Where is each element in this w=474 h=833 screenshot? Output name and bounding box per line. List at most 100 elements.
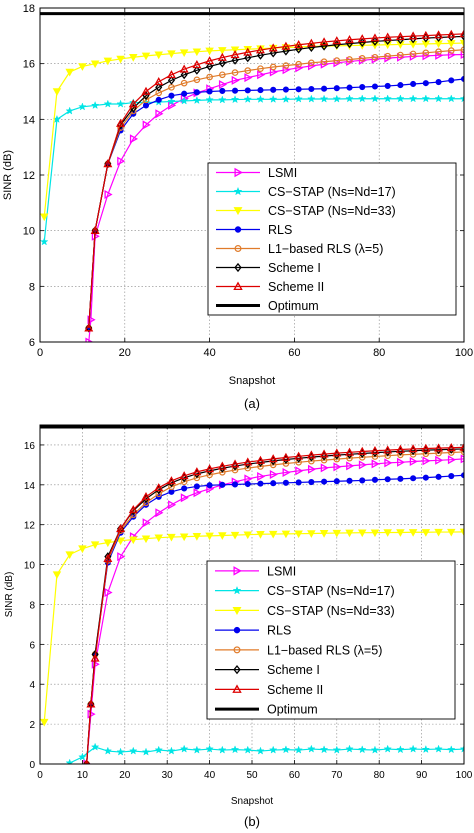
triangle-up-marker — [103, 159, 113, 168]
diamond-marker — [218, 58, 226, 68]
circle-marker — [244, 480, 251, 488]
triangle-down-marker — [268, 530, 278, 539]
circle-marker — [448, 472, 455, 480]
triangle-up-marker — [421, 30, 431, 39]
triangle-up-marker — [281, 41, 291, 50]
triangle-right-marker — [320, 463, 329, 473]
open-circle-marker — [333, 57, 341, 64]
circle-marker — [282, 86, 289, 93]
triangle-up-marker — [421, 443, 431, 452]
triangle-up-marker — [116, 118, 126, 127]
triangle-right-marker — [282, 467, 291, 477]
triangle-right-marker — [117, 156, 126, 166]
triangle-up-marker — [383, 32, 393, 41]
triangle-up-marker — [128, 505, 138, 514]
star-marker — [357, 94, 367, 103]
triangle-right-marker — [104, 189, 113, 199]
triangle-right-marker — [422, 456, 431, 466]
circle-marker — [435, 78, 442, 86]
legend-entry-rls: RLS — [215, 624, 291, 638]
open-circle-marker — [231, 69, 239, 76]
legend-entry-lsmi: LSMI — [216, 166, 297, 180]
circle-marker — [371, 83, 379, 90]
star-marker — [370, 745, 380, 754]
legend-label: Scheme I — [267, 663, 320, 677]
triangle-right-marker — [218, 80, 228, 90]
circle-marker — [219, 87, 226, 94]
y-tick-label: 16 — [24, 441, 36, 452]
circle-marker — [295, 479, 302, 486]
circle-marker — [257, 480, 264, 487]
triangle-right-marker — [269, 469, 278, 479]
x-tick-label: 0 — [37, 347, 43, 359]
triangle-up-marker — [217, 52, 227, 61]
legend-entry-cs-stap-ns-nd-33: CS−STAP (Ns=Nd=33) — [215, 604, 395, 618]
circle-marker — [282, 479, 289, 486]
triangle-up-marker — [154, 77, 164, 86]
triangle-right-marker — [104, 588, 113, 598]
triangle-up-marker — [370, 445, 380, 455]
triangle-up-marker — [243, 457, 253, 466]
circle-marker — [346, 477, 353, 484]
circle-marker — [193, 89, 200, 96]
triangle-up-marker — [434, 443, 444, 452]
triangle-right-marker — [409, 51, 418, 61]
star-marker — [103, 99, 113, 108]
circle-marker — [359, 477, 366, 484]
circle-marker — [422, 474, 429, 481]
circle-marker — [321, 85, 328, 92]
legend-entry-cs-stap-ns-nd-33: CS−STAP (Ns=Nd=33) — [216, 204, 396, 218]
x-tick-label: 100 — [456, 770, 473, 781]
triangle-right-marker — [234, 167, 243, 178]
triangle-right-marker — [460, 49, 464, 59]
open-circle-marker — [269, 63, 277, 71]
x-tick-label: 60 — [289, 770, 301, 781]
star-marker — [232, 585, 242, 595]
circle-marker — [460, 75, 464, 83]
series-scheme-ii — [84, 442, 464, 764]
triangle-down-marker — [40, 213, 49, 222]
triangle-down-marker — [243, 531, 253, 540]
y-tick-label: 18 — [23, 3, 35, 15]
triangle-right-marker — [142, 518, 151, 528]
x-axis-label: Snapshot — [231, 796, 273, 807]
circle-marker — [270, 480, 277, 487]
triangle-up-marker — [332, 448, 342, 457]
star-marker — [383, 94, 392, 103]
y-tick-label: 6 — [29, 337, 35, 349]
diamond-marker — [193, 65, 201, 75]
star-marker — [307, 744, 316, 753]
y-axis-label: SINR (dB) — [2, 150, 14, 200]
star-marker — [408, 744, 418, 753]
triangle-right-marker — [91, 659, 100, 669]
diamond-marker — [447, 32, 455, 42]
open-circle-marker — [180, 79, 188, 87]
triangle-up-marker — [281, 452, 291, 461]
circle-marker — [295, 86, 302, 93]
circle-marker — [181, 90, 188, 97]
star-marker — [243, 94, 253, 103]
triangle-down-marker — [370, 529, 380, 538]
triangle-up-marker — [116, 523, 126, 533]
star-marker — [281, 745, 291, 754]
circle-marker — [219, 481, 226, 488]
star-marker — [103, 746, 113, 755]
triangle-down-marker — [459, 528, 464, 537]
triangle-up-marker — [179, 471, 189, 480]
star-marker — [281, 94, 291, 103]
chart-caption: (a) — [244, 396, 260, 411]
star-marker — [421, 94, 431, 103]
triangle-right-marker — [244, 73, 253, 83]
triangle-up-marker — [446, 442, 456, 452]
open-circle-marker — [219, 71, 226, 79]
diamond-marker — [422, 33, 430, 43]
star-marker — [167, 746, 176, 755]
triangle-down-marker — [179, 49, 189, 57]
open-circle-marker — [384, 52, 391, 60]
diamond-marker — [244, 53, 252, 63]
star-marker — [179, 96, 189, 105]
triangle-down-marker — [230, 531, 240, 540]
circle-marker — [397, 475, 404, 482]
triangle-right-marker — [397, 457, 406, 467]
legend-entry-l1-based-rls-5: L1−based RLS (λ=5) — [215, 643, 382, 657]
